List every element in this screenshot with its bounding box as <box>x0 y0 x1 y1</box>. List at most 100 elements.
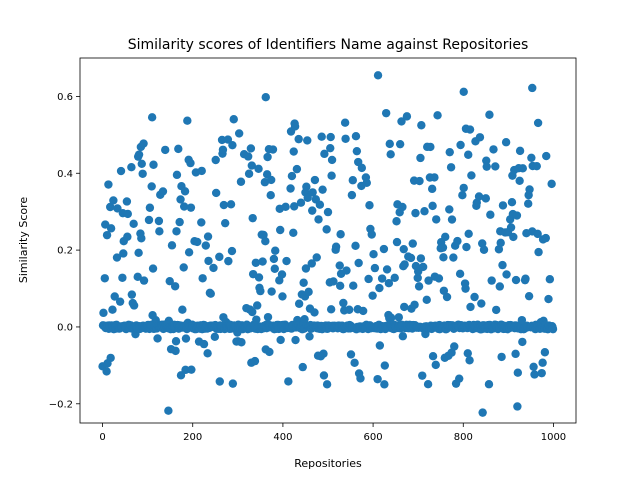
data-point <box>270 264 279 273</box>
data-point <box>486 210 495 219</box>
data-point <box>266 175 276 185</box>
data-point <box>518 337 527 347</box>
data-point <box>386 313 396 322</box>
data-point <box>512 211 522 220</box>
data-point <box>267 287 276 296</box>
data-point <box>308 206 317 215</box>
data-point <box>528 83 537 93</box>
data-point <box>530 370 539 379</box>
data-point <box>398 332 408 341</box>
data-point <box>422 295 431 305</box>
data-point <box>247 161 256 170</box>
data-point <box>271 246 280 255</box>
data-point <box>314 215 323 224</box>
data-point <box>193 237 202 247</box>
data-point <box>179 202 189 211</box>
data-point <box>99 308 108 318</box>
data-point <box>427 184 437 194</box>
data-point <box>495 282 504 291</box>
data-point <box>289 147 298 156</box>
data-point <box>381 108 391 118</box>
data-point <box>266 190 275 200</box>
data-point <box>373 71 383 80</box>
x-tick-label: 400 <box>273 432 292 443</box>
x-tick-label: 200 <box>183 432 202 443</box>
plot-frame <box>79 57 577 424</box>
data-point <box>236 177 246 186</box>
data-point <box>198 274 207 283</box>
data-point <box>175 217 184 227</box>
data-point <box>465 125 475 134</box>
data-point <box>127 290 137 299</box>
data-point <box>392 237 402 247</box>
data-point <box>133 272 142 282</box>
data-point <box>186 203 196 212</box>
data-point <box>449 253 458 262</box>
data-point <box>294 134 303 144</box>
data-point <box>474 192 484 201</box>
data-point <box>350 358 359 368</box>
data-point <box>380 380 389 389</box>
data-point <box>524 199 533 208</box>
data-point <box>439 253 448 262</box>
data-point <box>197 166 206 176</box>
data-point <box>253 301 262 310</box>
data-point <box>227 246 237 256</box>
data-point <box>518 164 527 173</box>
data-point <box>498 260 507 270</box>
data-point <box>229 115 238 124</box>
data-point <box>386 150 395 159</box>
x-tick-label: 600 <box>364 432 383 443</box>
data-point <box>445 205 454 214</box>
data-point <box>524 291 534 301</box>
data-point <box>375 341 385 350</box>
data-point <box>172 227 181 236</box>
data-point <box>281 202 290 212</box>
data-point <box>187 365 196 374</box>
data-point <box>538 358 547 367</box>
data-point <box>138 169 147 178</box>
data-point <box>529 362 538 371</box>
data-point <box>346 350 356 359</box>
data-point <box>113 204 122 213</box>
data-point <box>335 261 344 270</box>
data-point <box>263 312 273 322</box>
data-point <box>290 122 300 131</box>
data-point <box>278 292 287 301</box>
data-point <box>250 356 260 366</box>
data-point <box>254 164 263 173</box>
data-point <box>315 200 325 209</box>
data-point <box>364 274 373 284</box>
data-point <box>370 263 380 273</box>
data-point <box>215 252 224 262</box>
data-point <box>537 368 546 378</box>
data-point <box>215 377 224 386</box>
data-point <box>521 274 530 283</box>
data-point <box>320 149 329 159</box>
data-point <box>326 132 335 142</box>
data-point <box>180 187 190 196</box>
data-point <box>201 241 210 250</box>
data-point <box>149 160 158 169</box>
data-point <box>181 365 190 375</box>
data-point <box>445 147 454 157</box>
data-point <box>224 256 233 266</box>
data-point <box>170 282 180 291</box>
data-point <box>112 253 122 262</box>
data-point <box>102 367 111 376</box>
data-point <box>319 349 328 358</box>
data-point <box>108 305 117 314</box>
data-point <box>438 243 448 252</box>
data-point <box>441 232 450 242</box>
data-point <box>447 215 457 224</box>
data-point <box>450 342 459 351</box>
data-point <box>317 132 326 141</box>
data-point <box>351 241 360 251</box>
data-point <box>301 264 311 273</box>
data-point <box>340 118 350 127</box>
data-point <box>211 155 220 165</box>
data-point <box>299 278 308 287</box>
data-point <box>296 198 306 207</box>
data-point <box>489 145 498 154</box>
